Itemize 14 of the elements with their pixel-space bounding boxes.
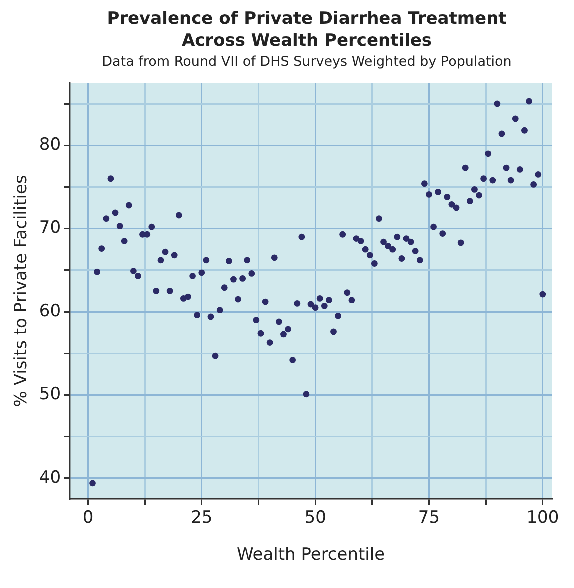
chart-subtitle: Data from Round VII of DHS Surveys Weighted by Population bbox=[101, 54, 513, 70]
x-tick-label: 50 bbox=[304, 508, 326, 528]
y-tick-label: 80 bbox=[39, 135, 62, 156]
chart-title: Prevalence of Private Diarrhea Treatment Across Wealth Percentiles bbox=[106, 8, 508, 52]
y-tick-label: 70 bbox=[39, 218, 62, 238]
x-tick-label: 0 bbox=[82, 508, 94, 528]
y-tick-label: 40 bbox=[39, 468, 62, 488]
x-axis-title: Wealth Percentile bbox=[236, 545, 386, 566]
y-axis-title: % Visits to Private Facilities bbox=[12, 175, 32, 408]
x-tick-label: 100 bbox=[526, 508, 560, 528]
y-tick-label: 60 bbox=[39, 301, 62, 322]
x-tick-label: 75 bbox=[418, 508, 440, 528]
x-tick-label: 25 bbox=[191, 508, 213, 528]
y-tick-label: 50 bbox=[39, 384, 62, 405]
